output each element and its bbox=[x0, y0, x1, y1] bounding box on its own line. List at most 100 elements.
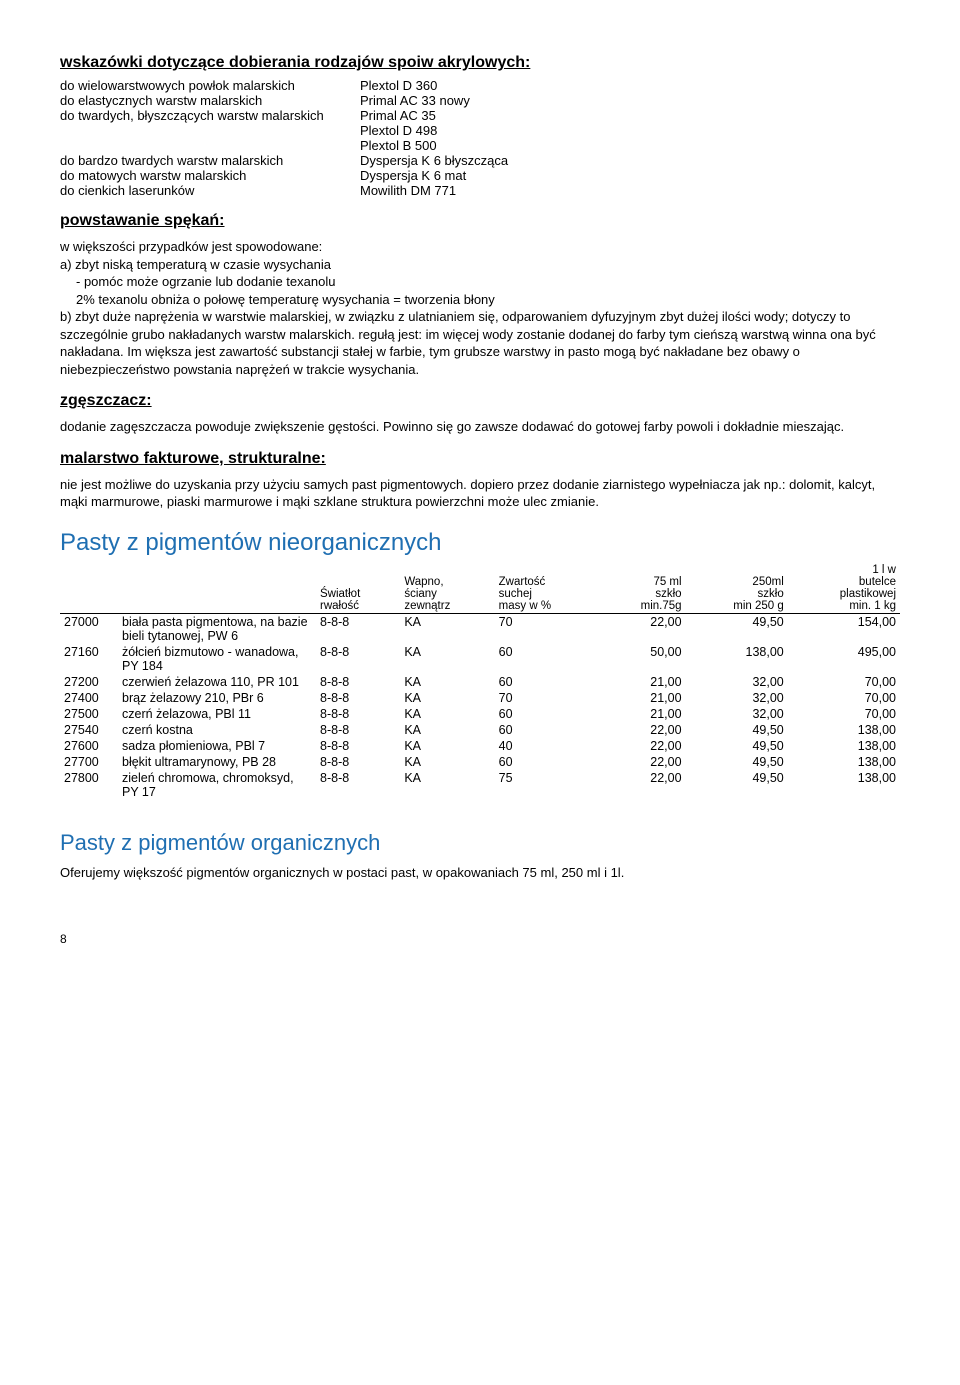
cracking-a-sub1: - pomóc może ogrzanie lub dodanie texano… bbox=[60, 273, 900, 291]
cracking-intro: w większości przypadków jest spowodowane… bbox=[60, 238, 900, 256]
binders-left: do bardzo twardych warstw malarskich bbox=[60, 153, 360, 168]
th-1l: 1 l wbutelceplastikowejmin. 1 kg bbox=[788, 563, 900, 614]
table-cell: KA bbox=[400, 738, 494, 754]
table-cell: 22,00 bbox=[600, 614, 685, 645]
binders-right: Plextol B 500 bbox=[360, 138, 437, 153]
th-code bbox=[60, 563, 118, 614]
binders-right: Primal AC 35 bbox=[360, 108, 436, 123]
binders-right: Dyspersja K 6 mat bbox=[360, 168, 466, 183]
table-cell: czerwień żelazowa 110, PR 101 bbox=[118, 674, 316, 690]
inorganic-pastes-title: Pasty z pigmentów nieorganicznych bbox=[60, 529, 900, 557]
binders-left: do cienkich laserunków bbox=[60, 183, 360, 198]
table-row: 27600sadza płomieniowa, PBl 78-8-8KA4022… bbox=[60, 738, 900, 754]
binders-list: do wielowarstwowych powłok malarskichPle… bbox=[60, 78, 900, 198]
table-cell: 49,50 bbox=[686, 614, 788, 645]
table-cell: 27540 bbox=[60, 722, 118, 738]
binders-row: do twardych, błyszczących warstw malarsk… bbox=[60, 108, 900, 123]
table-cell: 27400 bbox=[60, 690, 118, 706]
table-cell: KA bbox=[400, 690, 494, 706]
table-cell: 22,00 bbox=[600, 754, 685, 770]
table-cell: 32,00 bbox=[686, 690, 788, 706]
table-cell: 70 bbox=[495, 690, 600, 706]
table-cell: 50,00 bbox=[600, 644, 685, 674]
section-texture-title: malarstwo fakturowe, strukturalne: bbox=[60, 450, 900, 468]
th-name bbox=[118, 563, 316, 614]
cracking-a-sub2: 2% texanolu obniża o połowę temperaturę … bbox=[60, 291, 900, 309]
section-binders-title: wskazówki dotyczące dobierania rodzajów … bbox=[60, 54, 900, 72]
table-cell: 8-8-8 bbox=[316, 644, 400, 674]
binders-right: Primal AC 33 nowy bbox=[360, 93, 470, 108]
table-cell: żółcień bizmutowo - wanadowa, PY 184 bbox=[118, 644, 316, 674]
table-row: 27400brąz żelazowy 210, PBr 68-8-8KA7021… bbox=[60, 690, 900, 706]
table-cell: 8-8-8 bbox=[316, 722, 400, 738]
table-cell: 138,00 bbox=[788, 738, 900, 754]
table-cell: 495,00 bbox=[788, 644, 900, 674]
table-cell: 154,00 bbox=[788, 614, 900, 645]
table-cell: błękit ultramarynowy, PB 28 bbox=[118, 754, 316, 770]
th-250ml: 250mlszkłomin 250 g bbox=[686, 563, 788, 614]
organic-pastes-text: Oferujemy większość pigmentów organiczny… bbox=[60, 864, 900, 882]
table-row: 27160żółcień bizmutowo - wanadowa, PY 18… bbox=[60, 644, 900, 674]
table-cell: 22,00 bbox=[600, 722, 685, 738]
th-lime: Wapno,ścianyzewnątrz bbox=[400, 563, 494, 614]
table-cell: 21,00 bbox=[600, 690, 685, 706]
table-cell: KA bbox=[400, 754, 494, 770]
binders-left: do twardych, błyszczących warstw malarsk… bbox=[60, 108, 360, 123]
table-cell: brąz żelazowy 210, PBr 6 bbox=[118, 690, 316, 706]
section-thickener-title: zgęszczacz: bbox=[60, 392, 900, 410]
table-row: 27500czerń żelazowa, PBl 118-8-8KA6021,0… bbox=[60, 706, 900, 722]
table-cell: KA bbox=[400, 674, 494, 690]
table-cell: 22,00 bbox=[600, 770, 685, 800]
cracking-b: b) zbyt duże naprężenia w warstwie malar… bbox=[60, 308, 900, 378]
table-cell: zieleń chromowa, chromoksyd, PY 17 bbox=[118, 770, 316, 800]
table-cell: 27600 bbox=[60, 738, 118, 754]
table-row: 27000biała pasta pigmentowa, na bazie bi… bbox=[60, 614, 900, 645]
table-cell: KA bbox=[400, 722, 494, 738]
table-row: 27700błękit ultramarynowy, PB 288-8-8KA6… bbox=[60, 754, 900, 770]
table-cell: 138,00 bbox=[788, 722, 900, 738]
table-header-row: Światłotrwałość Wapno,ścianyzewnątrz Zwa… bbox=[60, 563, 900, 614]
table-cell: 60 bbox=[495, 754, 600, 770]
binders-row: do cienkich laserunkówMowilith DM 771 bbox=[60, 183, 900, 198]
table-cell: 32,00 bbox=[686, 674, 788, 690]
binders-row: do wielowarstwowych powłok malarskichPle… bbox=[60, 78, 900, 93]
table-cell: 60 bbox=[495, 722, 600, 738]
binders-right: Mowilith DM 771 bbox=[360, 183, 456, 198]
table-cell: czerń żelazowa, PBl 11 bbox=[118, 706, 316, 722]
inorganic-pastes-table: Światłotrwałość Wapno,ścianyzewnątrz Zwa… bbox=[60, 563, 900, 800]
cracking-a: a) zbyt niską temperaturą w czasie wysyc… bbox=[60, 256, 900, 274]
binders-left: do matowych warstw malarskich bbox=[60, 168, 360, 183]
table-cell: 27700 bbox=[60, 754, 118, 770]
table-cell: 27200 bbox=[60, 674, 118, 690]
texture-text: nie jest możliwe do uzyskania przy użyci… bbox=[60, 476, 900, 511]
table-cell: 22,00 bbox=[600, 738, 685, 754]
table-cell: 27000 bbox=[60, 614, 118, 645]
binders-row: Plextol D 498 bbox=[60, 123, 900, 138]
table-cell: sadza płomieniowa, PBl 7 bbox=[118, 738, 316, 754]
binders-row: do matowych warstw malarskichDyspersja K… bbox=[60, 168, 900, 183]
binders-left bbox=[60, 138, 360, 153]
cracking-body: w większości przypadków jest spowodowane… bbox=[60, 238, 900, 378]
table-cell: biała pasta pigmentowa, na bazie bieli t… bbox=[118, 614, 316, 645]
table-cell: 8-8-8 bbox=[316, 690, 400, 706]
th-drymass: Zwartośćsuchejmasy w % bbox=[495, 563, 600, 614]
table-cell: 32,00 bbox=[686, 706, 788, 722]
th-75ml: 75 mlszkłomin.75g bbox=[600, 563, 685, 614]
table-cell: 49,50 bbox=[686, 770, 788, 800]
table-cell: czerń kostna bbox=[118, 722, 316, 738]
section-cracking-title: powstawanie spękań: bbox=[60, 212, 900, 230]
table-cell: 27800 bbox=[60, 770, 118, 800]
table-cell: 138,00 bbox=[686, 644, 788, 674]
table-cell: 8-8-8 bbox=[316, 770, 400, 800]
binders-row: do elastycznych warstw malarskichPrimal … bbox=[60, 93, 900, 108]
organic-pastes-title: Pasty z pigmentów organicznych bbox=[60, 830, 900, 856]
table-cell: 8-8-8 bbox=[316, 706, 400, 722]
table-cell: 40 bbox=[495, 738, 600, 754]
table-cell: 27500 bbox=[60, 706, 118, 722]
table-row: 27200czerwień żelazowa 110, PR 1018-8-8K… bbox=[60, 674, 900, 690]
table-cell: 21,00 bbox=[600, 706, 685, 722]
th-lightfast: Światłotrwałość bbox=[316, 563, 400, 614]
table-cell: 70,00 bbox=[788, 706, 900, 722]
table-cell: KA bbox=[400, 770, 494, 800]
binders-right: Plextol D 360 bbox=[360, 78, 437, 93]
